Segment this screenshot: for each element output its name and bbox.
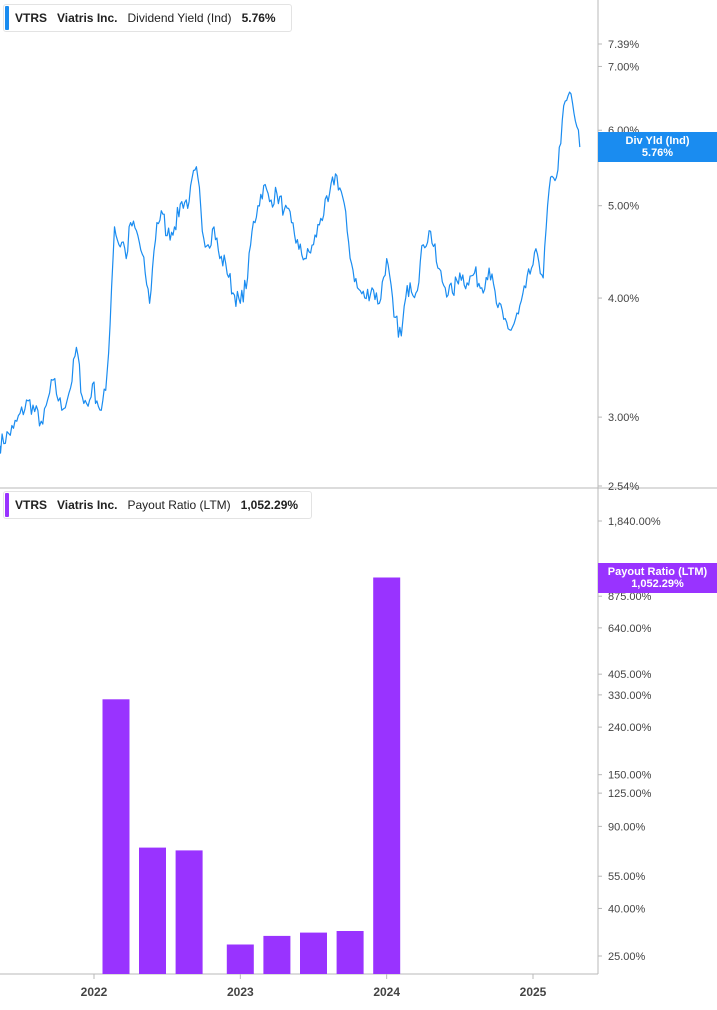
x-tick-label: 2025 bbox=[520, 985, 547, 999]
x-tick-label: 2023 bbox=[227, 985, 254, 999]
current-value-flag-yield: Div Yld (Ind) 5.76% bbox=[598, 132, 717, 162]
legend-value: 1,052.29% bbox=[240, 498, 299, 512]
payout-bar bbox=[336, 931, 364, 974]
y-tick-label: 3.00% bbox=[608, 412, 639, 424]
payout-bar bbox=[139, 847, 166, 974]
y-tick-label: 55.00% bbox=[608, 871, 646, 883]
y-tick-label: 405.00% bbox=[608, 669, 652, 681]
legend-ticker: VTRS bbox=[15, 11, 48, 25]
payout-bar bbox=[102, 699, 130, 974]
legend-dividend-yield[interactable]: VTRS Viatris Inc. Dividend Yield (Ind) 5… bbox=[3, 4, 292, 32]
y-tick-label: 40.00% bbox=[608, 903, 646, 915]
legend-value: 5.76% bbox=[241, 11, 276, 25]
x-tick-label: 2024 bbox=[373, 985, 400, 999]
dividend-yield-line bbox=[0, 91, 581, 454]
flag-label: Div Yld (Ind) bbox=[625, 135, 690, 147]
payout-bar bbox=[263, 935, 291, 974]
x-tick-label: 2022 bbox=[81, 985, 108, 999]
legend-ticker: VTRS bbox=[15, 498, 48, 512]
payout-bar bbox=[175, 850, 203, 974]
y-tick-label: 4.00% bbox=[608, 293, 639, 305]
y-tick-label: 1,840.00% bbox=[608, 516, 661, 528]
flag-value: 5.76% bbox=[641, 147, 674, 159]
y-tick-label: 240.00% bbox=[608, 722, 652, 734]
payout-bar bbox=[373, 577, 401, 974]
y-tick-label: 640.00% bbox=[608, 623, 652, 635]
legend-payout-ratio[interactable]: VTRS Viatris Inc. Payout Ratio (LTM) 1,0… bbox=[3, 491, 312, 519]
legend-color-swatch bbox=[5, 493, 9, 517]
y-tick-label: 875.00% bbox=[608, 591, 652, 603]
legend-company: Viatris Inc. bbox=[57, 11, 118, 25]
y-tick-label: 5.00% bbox=[608, 201, 639, 213]
y-tick-label: 2.54% bbox=[608, 481, 639, 493]
payout-bar bbox=[226, 944, 254, 974]
legend-metric: Dividend Yield (Ind) bbox=[127, 11, 232, 25]
legend-color-swatch bbox=[5, 6, 9, 30]
legend-company: Viatris Inc. bbox=[57, 498, 118, 512]
current-value-flag-payout: Payout Ratio (LTM) 1,052.29% bbox=[598, 563, 717, 593]
y-tick-label: 25.00% bbox=[608, 951, 646, 963]
legend-metric: Payout Ratio (LTM) bbox=[127, 498, 231, 512]
y-tick-label: 7.39% bbox=[608, 39, 639, 51]
y-tick-label: 150.00% bbox=[608, 770, 652, 782]
y-tick-label: 330.00% bbox=[608, 690, 652, 702]
y-tick-label: 90.00% bbox=[608, 821, 646, 833]
flag-label: Payout Ratio (LTM) bbox=[607, 566, 708, 578]
y-tick-label: 125.00% bbox=[608, 788, 652, 800]
y-tick-label: 7.00% bbox=[608, 61, 639, 73]
payout-bar bbox=[300, 932, 327, 974]
flag-value: 1,052.29% bbox=[631, 578, 684, 590]
